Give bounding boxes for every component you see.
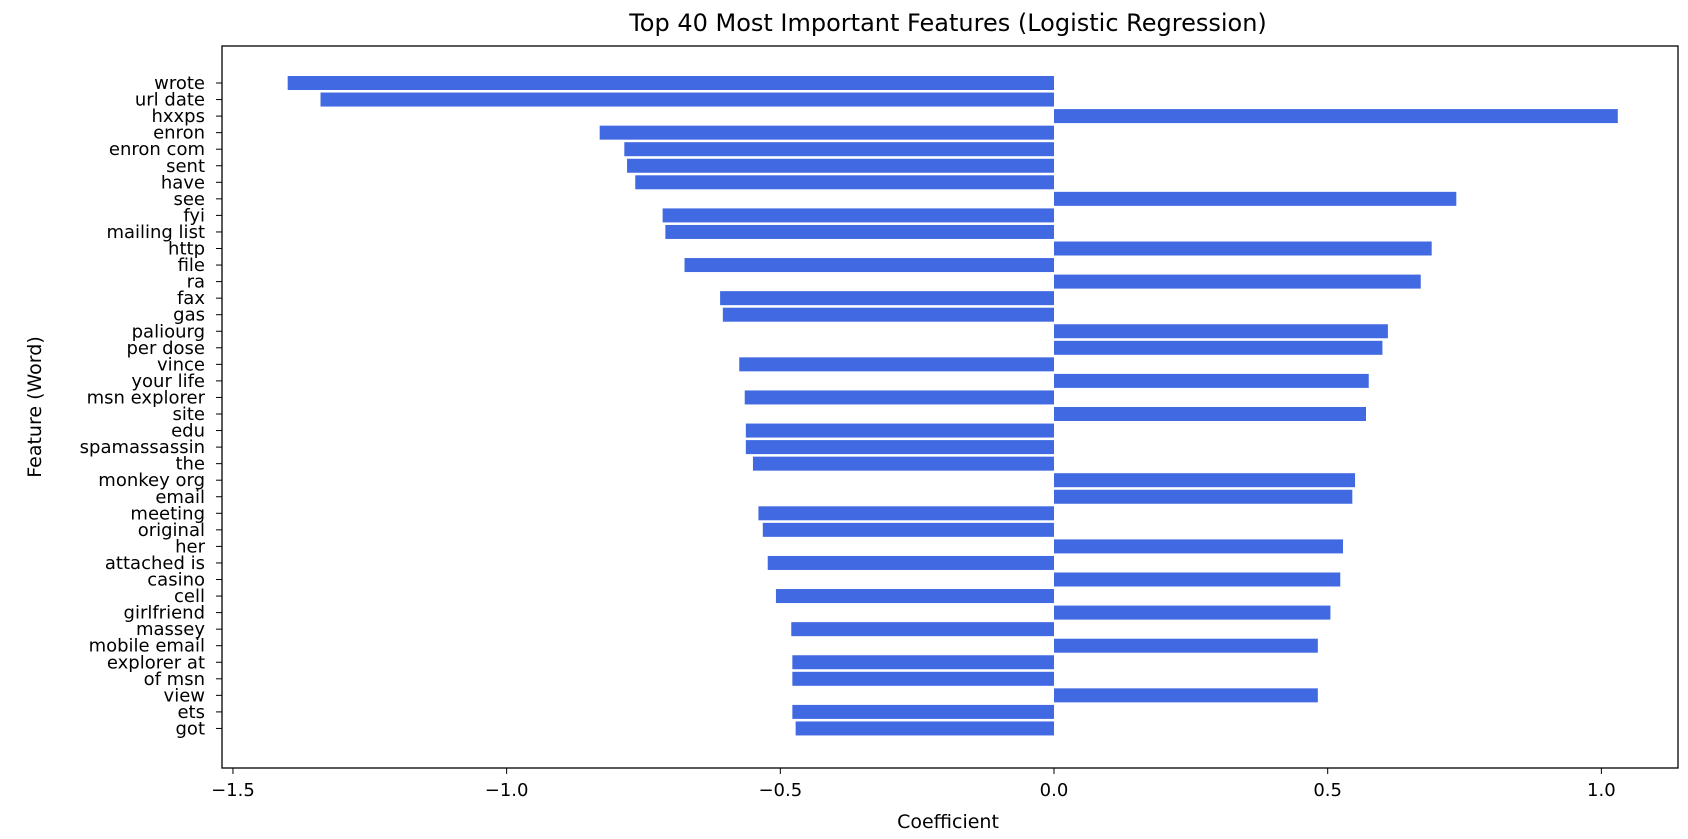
y-tick-label: msn explorer	[87, 387, 206, 408]
bar-of-msn	[792, 671, 1054, 686]
bar-enron	[599, 125, 1054, 140]
x-axis-ticks: −1.5 −1.0 −0.5 0.0 0.5 1.0	[211, 768, 1616, 801]
bar-email	[1054, 489, 1353, 504]
x-tick-label: 1.0	[1587, 780, 1616, 801]
y-tick-label: the	[175, 454, 205, 475]
bar-per-dose	[1054, 340, 1383, 355]
y-tick-label: http	[168, 239, 205, 260]
bar-hxxps	[1054, 109, 1618, 124]
y-tick-label: explorer at	[107, 652, 205, 673]
x-axis-label: Coefficient	[897, 811, 999, 833]
y-tick-label: attached is	[105, 553, 205, 574]
bar-ets	[792, 704, 1054, 719]
bar-view	[1054, 688, 1318, 703]
y-tick-label: cell	[174, 586, 205, 607]
bar-url-date	[320, 92, 1054, 107]
x-tick-label: 0.0	[1040, 780, 1069, 801]
bar-your-life	[1054, 373, 1369, 388]
bar-see	[1054, 191, 1457, 206]
bar-sent	[627, 158, 1054, 173]
bar-got	[795, 721, 1054, 736]
y-tick-label: enron	[153, 123, 205, 144]
bar-cell	[775, 589, 1054, 604]
y-tick-label: wrote	[154, 73, 205, 94]
bar-original	[762, 522, 1054, 537]
y-tick-label: massey	[136, 619, 205, 640]
bar-massey	[791, 622, 1054, 637]
y-tick-label: gas	[173, 305, 205, 326]
x-tick-label: −0.5	[758, 780, 802, 801]
bar-site	[1054, 407, 1366, 421]
y-tick-label: mobile email	[89, 636, 205, 657]
y-tick-label: fyi	[183, 205, 205, 226]
bar-monkey-org	[1054, 473, 1356, 488]
y-tick-label: meeting	[130, 503, 205, 524]
y-tick-label: of msn	[144, 669, 205, 690]
y-tick-label: paliourg	[132, 321, 205, 342]
y-tick-label: per dose	[126, 338, 205, 359]
y-tick-label: see	[173, 189, 205, 210]
y-tick-label: fax	[177, 288, 205, 309]
bar-gas	[722, 307, 1054, 322]
plot-frame	[221, 45, 1679, 769]
y-tick-label: url date	[135, 90, 205, 111]
x-tick-label: 0.5	[1313, 780, 1342, 801]
y-tick-label: have	[161, 172, 205, 193]
bar-file	[684, 258, 1054, 273]
bar-wrote	[287, 76, 1054, 90]
y-tick-label: email	[155, 487, 205, 508]
bar-msn-explorer	[744, 390, 1054, 405]
y-tick-label: ets	[177, 702, 205, 723]
y-tick-label: mailing list	[106, 222, 205, 243]
bar-girlfriend	[1054, 605, 1331, 620]
bar-mobile-email	[1054, 638, 1318, 653]
bar-meeting	[758, 506, 1054, 521]
y-tick-label: hxxps	[151, 106, 205, 127]
bar-spamassassin	[745, 440, 1054, 455]
y-tick-label: her	[175, 536, 205, 557]
bar-vince	[739, 357, 1054, 372]
y-tick-label: edu	[171, 421, 205, 442]
y-tick-label: spamassassin	[80, 437, 205, 458]
bar-the	[752, 456, 1054, 471]
bar-ra	[1054, 274, 1421, 289]
x-tick-label: −1.5	[211, 780, 255, 801]
y-tick-label: view	[164, 685, 205, 706]
y-tick-label: vince	[157, 354, 205, 375]
y-tick-label: sent	[166, 156, 205, 177]
y-tick-label: file	[178, 255, 205, 276]
y-tick-label: girlfriend	[124, 603, 205, 624]
y-axis-label: Feature (Word)	[24, 336, 46, 478]
bar-her	[1054, 539, 1344, 554]
chart-title: Top 40 Most Important Features (Logistic…	[628, 9, 1267, 37]
y-tick-label: enron com	[109, 139, 205, 160]
bar-have	[635, 175, 1054, 190]
x-tick-label: −1.0	[485, 780, 529, 801]
bar-paliourg	[1054, 324, 1388, 339]
bar-attached-is	[767, 555, 1054, 570]
bar-mailing-list	[665, 224, 1054, 239]
y-tick-label: your life	[131, 371, 205, 392]
y-tick-label: casino	[147, 570, 205, 591]
bar-enron-com	[624, 142, 1054, 157]
bar-edu	[745, 423, 1054, 438]
bars-group	[287, 76, 1618, 736]
bar-fax	[720, 291, 1054, 306]
bar-fyi	[662, 208, 1054, 223]
y-tick-label: site	[172, 404, 205, 425]
y-tick-label: got	[176, 718, 206, 739]
y-tick-label: monkey org	[98, 470, 205, 491]
bar-casino	[1054, 572, 1341, 587]
bar-http	[1054, 241, 1432, 256]
y-tick-label: ra	[187, 272, 205, 293]
y-tick-label: original	[138, 520, 205, 541]
bar-explorer-at	[792, 655, 1054, 670]
